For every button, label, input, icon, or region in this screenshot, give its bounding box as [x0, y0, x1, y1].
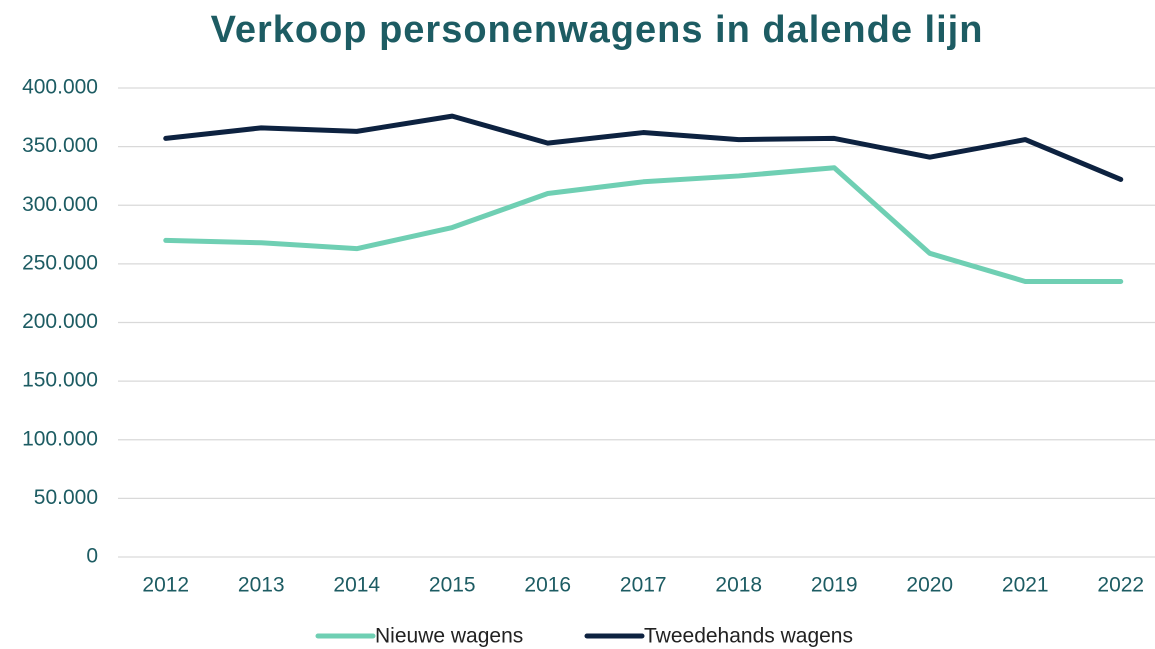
x-tick-label: 2022 [1097, 574, 1144, 597]
y-tick-label: 200.000 [22, 310, 98, 333]
x-tick-label: 2015 [429, 574, 476, 597]
y-tick-label: 400.000 [22, 76, 98, 99]
y-tick-label: 150.000 [22, 369, 98, 392]
legend-label: Tweedehands wagens [644, 625, 853, 648]
x-tick-label: 2018 [715, 574, 762, 597]
x-tick-label: 2012 [142, 574, 189, 597]
chart-title: Verkoop personenwagens in dalende lijn [211, 9, 984, 51]
legend-label: Nieuwe wagens [375, 625, 523, 648]
x-tick-label: 2019 [811, 574, 858, 597]
x-tick-label: 2016 [524, 574, 571, 597]
y-tick-label: 100.000 [22, 427, 98, 450]
y-tick-label: 50.000 [34, 486, 98, 509]
x-tick-label: 2013 [238, 574, 285, 597]
y-tick-label: 350.000 [22, 134, 98, 157]
x-tick-label: 2020 [906, 574, 953, 597]
y-tick-label: 300.000 [22, 193, 98, 216]
x-tick-label: 2017 [620, 574, 667, 597]
y-tick-label: 0 [86, 545, 98, 568]
y-tick-label: 250.000 [22, 251, 98, 274]
x-tick-label: 2014 [333, 574, 380, 597]
x-tick-label: 2021 [1002, 574, 1049, 597]
series-line [163, 113, 1124, 182]
series-line [163, 165, 1124, 284]
